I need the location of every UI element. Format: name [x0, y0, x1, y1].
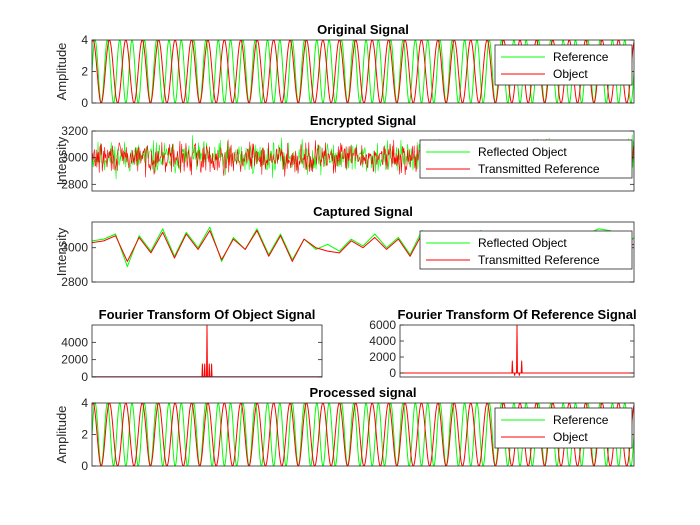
series-line-object	[92, 40, 634, 103]
chart-original: 0 2 4 Original Signal Amplitude Reference Obje…	[54, 22, 635, 110]
y-tick-label: 0	[389, 366, 396, 380]
legend-entry: Reference	[553, 413, 609, 427]
y-tick-label: 0	[81, 459, 88, 473]
legend-entry: Transmitted Reference	[478, 162, 600, 176]
legend-box	[494, 44, 633, 86]
y-tick-label: 4000	[61, 335, 88, 349]
y-tick-label: 4	[81, 33, 88, 47]
series-line-spectrum	[400, 325, 634, 376]
y-tick-label: 2	[81, 428, 88, 442]
y-tick-label: 2000	[369, 350, 396, 364]
y-tick-label: 4	[81, 396, 88, 410]
axes-frame	[91, 130, 635, 192]
series-line-spectrum	[92, 325, 322, 377]
chart-title: Original Signal	[317, 22, 409, 37]
legend-entry: Reference	[553, 50, 609, 64]
axes-frame	[91, 221, 635, 283]
y-axis-label: Amplitude	[54, 43, 69, 101]
axes-frame	[91, 324, 323, 378]
chart-title: Fourier Transform Of Object Signal	[99, 307, 316, 322]
y-axis-label: Intensity	[54, 136, 69, 185]
y-tick-label: 2000	[61, 353, 88, 367]
legend-entry: Reflected Object	[478, 236, 567, 250]
plot-lines	[92, 403, 634, 466]
y-tick-label: 0	[81, 96, 88, 110]
y-tick-label: 3000	[61, 151, 88, 165]
chart-title: Encrypted Signal	[310, 113, 416, 128]
plot-lines	[400, 325, 634, 376]
y-tick-label: 3000	[61, 241, 88, 255]
legend: Reference Object	[494, 44, 633, 86]
y-axis-label: Amplitude	[54, 406, 69, 464]
chart-processed: 0 2 4 Processed signal Amplitude Reference Obj…	[54, 385, 635, 473]
chart-captured: 2800 3000 Captured Signal Intensity Reflecte…	[54, 204, 635, 289]
y-tick-label: 0	[81, 370, 88, 384]
legend: Reflected Object Transmitted Reference	[419, 139, 633, 179]
legend-entry: Transmitted Reference	[478, 253, 600, 267]
y-tick-label: 4000	[369, 334, 396, 348]
chart-title: Processed signal	[310, 385, 417, 400]
legend-entry: Reflected Object	[478, 145, 567, 159]
y-tick-label: 2800	[61, 177, 88, 191]
y-axis-label: Intensity	[54, 227, 69, 276]
y-tick-label: 6000	[369, 318, 396, 332]
y-tick-label: 3200	[61, 124, 88, 138]
legend-entry: Object	[553, 67, 588, 81]
series-line-object	[92, 403, 634, 466]
y-tick-label: 2800	[61, 275, 88, 289]
chart-fft_object: 0 2000 4000 Fourier Transform Of Object Sig…	[61, 307, 323, 384]
chart-encrypted: 2800 3000 3200 Encrypted Signal Intensity Ref…	[54, 113, 635, 192]
legend-box	[494, 407, 633, 449]
legend: Reflected Object Transmitted Reference	[419, 230, 633, 270]
legend-box	[419, 230, 633, 270]
chart-title: Fourier Transform Of Reference Signal	[397, 307, 636, 322]
legend-entry: Object	[553, 430, 588, 444]
legend: Reference Object	[494, 407, 633, 449]
legend-box	[419, 139, 633, 179]
y-tick-label: 2	[81, 65, 88, 79]
axes-frame	[399, 324, 635, 378]
plot-lines	[92, 40, 634, 103]
chart-title: Captured Signal	[313, 204, 413, 219]
